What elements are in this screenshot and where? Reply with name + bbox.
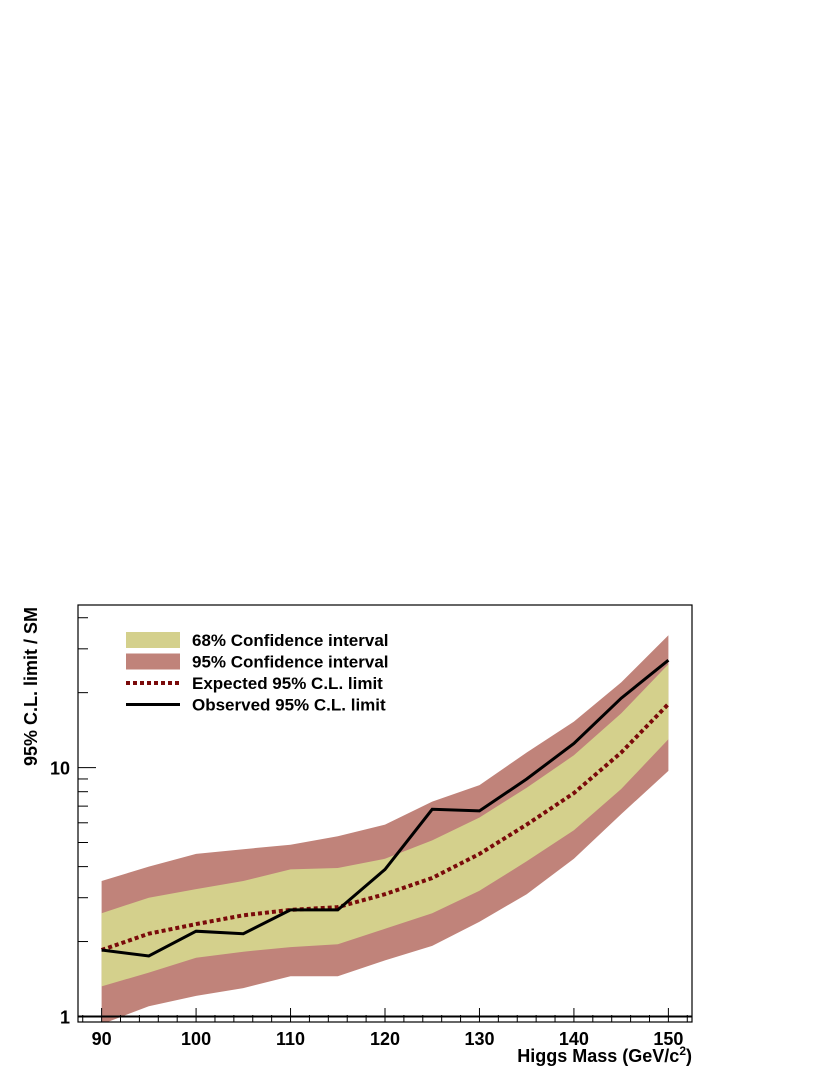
confidence-bands — [101, 635, 669, 1022]
legend: 68% Confidence interval 95% Confidence in… — [126, 631, 389, 715]
legend-label: Observed 95% C.L. limit — [192, 696, 386, 715]
x-tick-label: 140 — [559, 1029, 589, 1049]
band-68 — [101, 664, 669, 987]
x-tick-label: 120 — [370, 1029, 400, 1049]
x-tick-label: 100 — [181, 1029, 211, 1049]
legend-swatch — [126, 653, 180, 670]
x-axis-title: Higgs Mass (GeV/c2) — [517, 1044, 692, 1066]
x-tick-label: 90 — [92, 1029, 112, 1049]
legend-label: Expected 95% C.L. limit — [192, 674, 383, 693]
axis-ticks — [78, 617, 688, 1022]
observed-limit-line — [101, 659, 670, 958]
x-tick-label: 110 — [276, 1029, 305, 1049]
legend-swatch — [126, 632, 180, 648]
y-tick-label: 1 — [60, 1007, 70, 1027]
y-axis-title: 95% C.L. limit / SM — [21, 607, 41, 766]
legend-label: 95% Confidence interval — [192, 653, 389, 672]
expected-limit-line — [100, 702, 670, 952]
x-tick-label: 150 — [653, 1029, 683, 1049]
band-95 — [101, 635, 669, 1022]
y-tick-label: 10 — [50, 759, 70, 779]
x-tick-label: 130 — [464, 1029, 494, 1049]
legend-label: 68% Confidence interval — [192, 631, 389, 650]
